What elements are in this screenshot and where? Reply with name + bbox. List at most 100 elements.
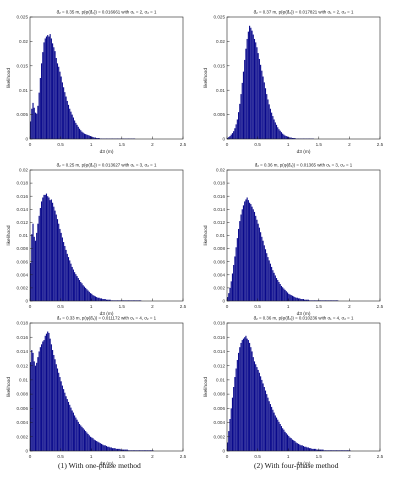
histogram-bar <box>85 287 87 301</box>
histogram-bar <box>71 410 73 451</box>
histogram-bar <box>289 294 291 301</box>
histogram-bar <box>343 450 345 451</box>
histogram-bar <box>306 299 308 301</box>
histogram-bar <box>236 359 238 451</box>
axes-box <box>226 16 381 140</box>
histogram-bar <box>121 300 123 301</box>
x-tick-label: 2.5 <box>180 142 187 147</box>
histogram-bar <box>45 333 48 451</box>
histogram-bar <box>116 448 119 451</box>
histogram-bar <box>53 355 55 451</box>
x-tick-label: 2.5 <box>180 454 187 459</box>
histogram-bar <box>293 138 295 139</box>
x-tick-label: 2.5 <box>377 454 384 459</box>
histogram-bar <box>49 338 51 451</box>
histogram-bar <box>37 105 39 139</box>
y-tick-label: 0.015 <box>17 63 29 68</box>
x-tick-label: 0.5 <box>254 142 261 147</box>
histogram-bar <box>103 299 105 301</box>
x-tick-label: 2 <box>348 142 351 147</box>
histogram-bar <box>249 25 251 140</box>
histogram-bar <box>49 200 51 301</box>
histogram-bar <box>256 367 258 451</box>
histogram-bar <box>107 446 109 451</box>
y-tick-label: 0 <box>25 449 28 454</box>
histogram-bar <box>148 450 150 451</box>
x-axis-label: d3 (m) <box>297 149 311 155</box>
y-tick-label: 0.014 <box>214 207 226 212</box>
x-axis-label: d3 (m) <box>297 311 311 317</box>
histogram-bar <box>52 350 54 451</box>
histogram-bar <box>311 448 313 451</box>
histogram-bar <box>147 450 149 451</box>
histogram-bar <box>64 392 66 451</box>
histogram-bar <box>260 232 262 301</box>
histogram-bar <box>262 383 264 451</box>
x-tick-label: 1 <box>90 454 93 459</box>
histogram-bar <box>94 440 96 451</box>
histogram-bar <box>238 112 240 139</box>
caption-one-phase: (1) With one-phase method <box>58 461 141 470</box>
histogram-bar <box>318 300 320 301</box>
histogram-bar <box>30 121 32 139</box>
histogram-bar <box>241 82 243 139</box>
histogram-bar <box>105 299 108 301</box>
y-tick-label: 0.014 <box>214 349 226 354</box>
histogram-bar <box>58 223 60 301</box>
histogram-bar <box>145 450 147 451</box>
histogram-bar <box>38 351 40 451</box>
histogram-bar <box>132 300 134 301</box>
histogram-bar <box>69 404 71 451</box>
histogram-bar <box>230 408 232 451</box>
x-tick-label: 0 <box>29 304 32 309</box>
histogram-bar <box>136 450 138 451</box>
histogram-bar <box>119 300 121 301</box>
histogram-bar <box>110 300 112 301</box>
histogram-bar <box>269 108 271 139</box>
histogram-bar <box>77 421 79 451</box>
histogram-bar <box>326 450 328 451</box>
histogram-bar <box>85 134 87 139</box>
histogram-bar <box>252 34 254 139</box>
histogram-bar <box>140 300 142 301</box>
histogram-bar <box>109 299 111 301</box>
histogram-bar <box>140 450 142 451</box>
histogram-bar <box>263 245 265 301</box>
histogram-bar <box>307 299 309 301</box>
histogram-bar <box>92 295 94 301</box>
histogram-bar <box>239 347 241 451</box>
chart-title: d̂₂ = 0.35 m, p(φ(d̂₂)) = 0.016661 with … <box>57 10 157 15</box>
histogram-bar <box>266 94 268 139</box>
histogram-bar <box>342 450 344 451</box>
histogram-bar <box>83 286 85 301</box>
histogram-bar <box>39 207 41 301</box>
histogram-bar <box>80 425 82 451</box>
histogram-bar <box>238 228 240 301</box>
y-tick-label: 0.016 <box>17 194 29 199</box>
histogram-bar <box>228 137 230 139</box>
x-tick-label: 0.5 <box>57 304 64 309</box>
x-tick-label: 0 <box>226 142 229 147</box>
y-tick-label: 0.025 <box>17 15 29 20</box>
histogram-bar <box>116 300 119 301</box>
histogram-bar <box>326 300 328 301</box>
histogram-bar <box>231 397 234 451</box>
histogram-bar <box>47 35 49 140</box>
histogram-bar <box>269 263 271 301</box>
histogram-bar <box>53 206 55 301</box>
histogram-bar <box>75 417 77 451</box>
histogram-bar <box>284 289 286 301</box>
histogram-bar <box>273 119 275 139</box>
histogram-bar <box>249 202 251 301</box>
histogram-bar <box>331 300 333 301</box>
x-tick-label: 1.5 <box>316 304 323 309</box>
histogram-bar <box>63 87 65 139</box>
histogram-bar <box>324 450 327 451</box>
chart-3: 0 0.5 1 1.5 2 2.5 0 0.002 0.004 0.006 0.008 0.01 0.0… <box>6 163 187 318</box>
histogram-bar <box>59 377 61 451</box>
histogram-bar <box>283 429 285 451</box>
histogram-bar <box>264 88 267 139</box>
histogram-bar <box>97 441 99 451</box>
histogram-bar <box>240 94 242 139</box>
histogram-bar <box>266 253 268 301</box>
